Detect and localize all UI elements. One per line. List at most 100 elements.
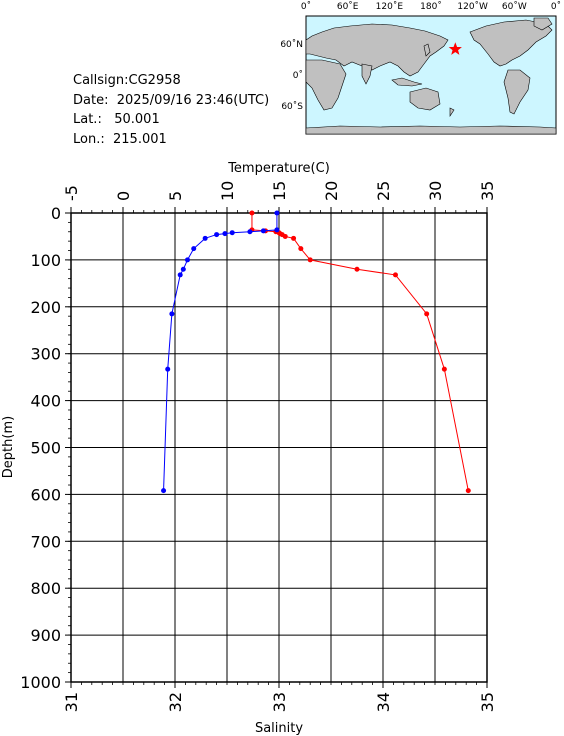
temperature-tick-label: 15 <box>270 181 289 201</box>
temperature-tick-label: 10 <box>218 181 237 201</box>
land-antarctica <box>305 125 557 135</box>
map-lon-label: 0˚ <box>551 1 561 12</box>
map-lon-label: 120˚E <box>376 1 404 12</box>
lon-value: 215.001 <box>113 131 167 147</box>
temperature-point <box>354 266 360 272</box>
salinity-point <box>247 229 253 235</box>
salinity-point <box>222 231 228 237</box>
land-japan <box>423 43 431 57</box>
depth-tick-label: 700 <box>30 532 61 551</box>
land-new-zealand <box>449 107 455 117</box>
map-lon-label: 60˚W <box>502 1 527 12</box>
depth-tick-label: 1000 <box>20 673 61 692</box>
temperature-point <box>273 229 279 235</box>
land-eurasia <box>305 23 449 77</box>
chart-grid <box>70 212 488 683</box>
salinity-point <box>229 230 235 236</box>
chart-series <box>161 210 471 494</box>
salinity-point <box>177 272 183 278</box>
temperature-profile-line <box>251 213 469 491</box>
world-map: 0˚ 60˚E 120˚E 180˚ 120˚W 60˚W 0˚ 60˚N 0˚ 60˚S <box>280 1 561 135</box>
land-indonesia <box>391 77 423 87</box>
depth-tick-label: 300 <box>30 345 61 364</box>
salinity-tick-label: 35 <box>478 692 497 712</box>
station-star <box>448 42 462 55</box>
temperature-tick-label: 0 <box>114 191 133 201</box>
temperature-point <box>249 210 255 216</box>
depth-tick-label: 800 <box>30 579 61 598</box>
salinity-point <box>202 235 208 241</box>
land-africa <box>305 59 347 111</box>
salinity-point <box>274 227 280 233</box>
temperature-tick-label: -5 <box>62 185 81 201</box>
land-north-america <box>469 19 553 67</box>
map-lon-label: 0˚ <box>301 1 311 12</box>
date-value: 2025/09/16 23:46(UTC) <box>116 92 270 108</box>
salinity-point <box>274 210 280 216</box>
temperature-point <box>298 246 304 252</box>
salinity-point <box>260 228 266 234</box>
depth-axis-label: Depth(m) <box>1 416 16 478</box>
salinity-point <box>165 366 171 372</box>
depth-tick-label: 400 <box>30 392 61 411</box>
temperature-point <box>291 235 297 241</box>
temperature-point <box>392 272 398 278</box>
temperature-point <box>276 230 282 236</box>
salinity-point <box>191 246 197 252</box>
temperature-tick-label: 20 <box>322 181 341 201</box>
salinity-tick-label: 32 <box>166 692 185 712</box>
lon-row: Lon.: 215.001 <box>73 130 269 150</box>
temperature-point <box>282 233 288 239</box>
temperature-point <box>279 232 285 238</box>
callsign-value: CG2958 <box>128 73 181 88</box>
lon-label: Lon.: <box>73 131 105 147</box>
map-land <box>305 17 557 135</box>
salinity-point <box>161 488 167 494</box>
salinity-tick-label: 34 <box>374 692 393 712</box>
temperature-point <box>441 366 447 372</box>
salinity-point <box>169 311 175 317</box>
map-lat-label: 60˚N <box>280 39 303 50</box>
salinity-point <box>214 232 220 238</box>
station-marker-icon <box>448 42 462 55</box>
land-south-america <box>503 69 531 115</box>
depth-tick-label: 0 <box>51 204 61 223</box>
callsign-label: Callsign: <box>73 73 129 88</box>
land-india <box>361 63 373 85</box>
map-lon-label: 120˚W <box>457 1 488 12</box>
station-info: Callsign:CG2958 Date: 2025/09/16 23:46(U… <box>73 71 269 149</box>
land-greenland <box>533 17 553 31</box>
date-row: Date: 2025/09/16 23:46(UTC) <box>73 91 269 111</box>
temperature-tick-label: 25 <box>374 181 393 201</box>
temperature-point <box>262 228 268 234</box>
map-latitude-labels: 60˚N 0˚ 60˚S <box>280 39 309 112</box>
temperature-point <box>424 311 430 317</box>
salinity-point <box>184 257 190 263</box>
depth-tick-label: 600 <box>30 485 61 504</box>
lat-label: Lat.: <box>73 112 102 127</box>
depth-tick-label: 200 <box>30 298 61 317</box>
depth-tick-label: 500 <box>30 439 61 458</box>
temperature-point <box>307 257 313 263</box>
temperature-point <box>277 231 283 237</box>
map-lon-label: 60˚E <box>337 1 359 12</box>
temperature-point <box>465 488 471 494</box>
salinity-tick-label: 31 <box>62 692 81 712</box>
temperature-tick-label: 35 <box>478 181 497 201</box>
lat-row: Lat.: 50.001 <box>73 110 269 130</box>
depth-tick-label: 100 <box>30 251 61 270</box>
salinity-axis-label: Salinity <box>255 721 303 736</box>
map-lat-label: 0˚ <box>293 70 303 81</box>
temperature-tick-label: 30 <box>426 181 445 201</box>
salinity-tick-label: 33 <box>270 692 289 712</box>
salinity-point <box>180 266 186 272</box>
lat-value: 50.001 <box>114 112 160 127</box>
depth-tick-label: 900 <box>30 626 61 645</box>
temperature-tick-label: 5 <box>166 191 185 201</box>
salinity-profile-line <box>163 213 278 491</box>
land-australia <box>409 87 441 111</box>
temperature-axis-label: Temperature(C) <box>227 161 330 176</box>
temperature-point <box>249 227 255 233</box>
map-lat-label: 60˚S <box>281 101 303 112</box>
